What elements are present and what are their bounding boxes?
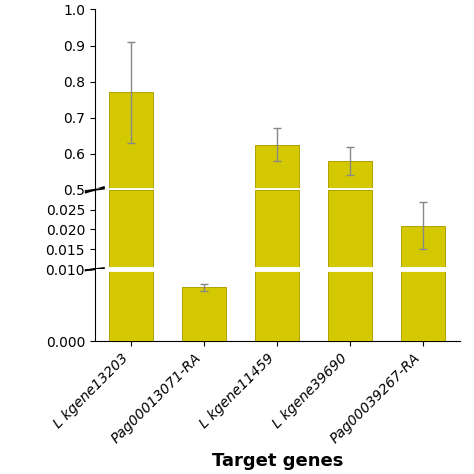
- Bar: [109, 92, 153, 190]
- Bar: [328, 190, 372, 269]
- Bar: [182, 287, 226, 341]
- Bar: [401, 226, 445, 269]
- X-axis label: Target genes: Target genes: [211, 452, 343, 470]
- Bar: [255, 269, 299, 341]
- Bar: [255, 145, 299, 190]
- Bar: [109, 269, 153, 341]
- Bar: [109, 190, 153, 269]
- Bar: [255, 190, 299, 269]
- Bar: [328, 269, 372, 341]
- Bar: [401, 269, 445, 341]
- Bar: [328, 161, 372, 190]
